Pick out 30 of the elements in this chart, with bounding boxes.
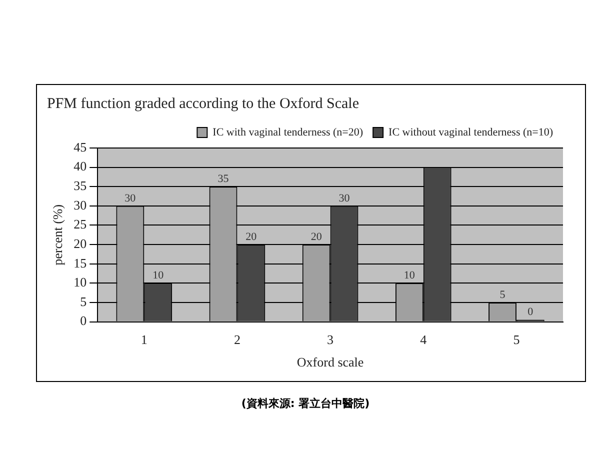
y-tick-label: 5 [80, 294, 87, 309]
data-label: 35 [218, 173, 230, 186]
y-tick-label: 30 [74, 197, 87, 212]
y-tick-label: 35 [74, 178, 87, 194]
data-label: 10 [152, 270, 164, 282]
x-tick-label: 4 [420, 332, 428, 348]
y-tick-label: 45 [74, 139, 87, 154]
x-tick-label: 2 [234, 332, 240, 348]
data-label: 5 [500, 288, 506, 301]
y-axis-title: percent (%) [50, 204, 66, 266]
y-tick-label: 0 [80, 313, 87, 328]
y-tick-label: 25 [74, 216, 87, 232]
legend-label: IC with vaginal tenderness (n=20) [212, 126, 364, 138]
x-tick-label: 3 [327, 332, 334, 348]
data-label: 10 [404, 270, 416, 282]
data-label: 30 [124, 192, 136, 204]
y-tick-label: 15 [74, 255, 87, 270]
legend-label: IC without vaginal tenderness (n=10) [388, 126, 554, 138]
chart-title: PFM function graded according to the Oxford Scale [47, 96, 360, 112]
data-label: 30 [338, 192, 350, 204]
x-tick-label: 1 [140, 332, 148, 348]
data-label: 20 [246, 230, 258, 243]
y-tick-label: 40 [74, 158, 87, 174]
text: (資料來源: 署立台中醫院) [240, 396, 371, 411]
data-label: 0 [528, 306, 534, 318]
x-tick-label: 5 [513, 332, 520, 348]
y-tick-label: 20 [74, 236, 87, 251]
y-tick-label: 10 [74, 274, 87, 290]
data-label: 20 [310, 230, 322, 243]
x-axis-title: Oxford scale [296, 354, 364, 370]
